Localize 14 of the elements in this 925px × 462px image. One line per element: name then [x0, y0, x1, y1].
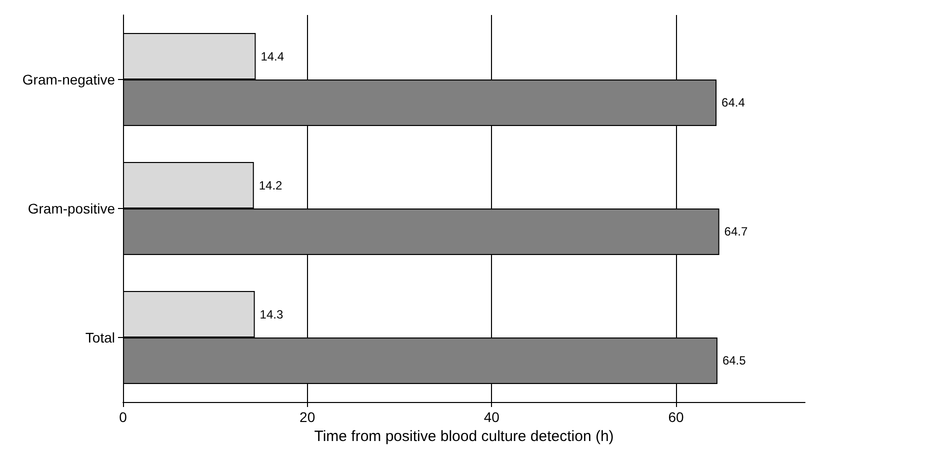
x-axis-title: Time from positive blood culture detection (h)	[314, 428, 614, 445]
data-label: 14.3	[260, 307, 284, 322]
x-tick-label: 0	[119, 409, 128, 425]
data-label: 64.4	[722, 96, 746, 110]
data-label: 64.7	[724, 224, 748, 239]
x-tick-label: 60	[668, 409, 684, 425]
x-tick-label: 40	[484, 409, 500, 425]
y-tick-label: Total	[85, 330, 115, 346]
y-tick-label: Gram-positive	[28, 200, 116, 216]
data-label: 14.4	[260, 49, 284, 64]
x-tick-label: 20	[300, 409, 316, 425]
data-label: 64.5	[722, 354, 746, 368]
data-label: 14.2	[258, 178, 283, 192]
y-tick-label: Gram-negative	[22, 72, 116, 88]
